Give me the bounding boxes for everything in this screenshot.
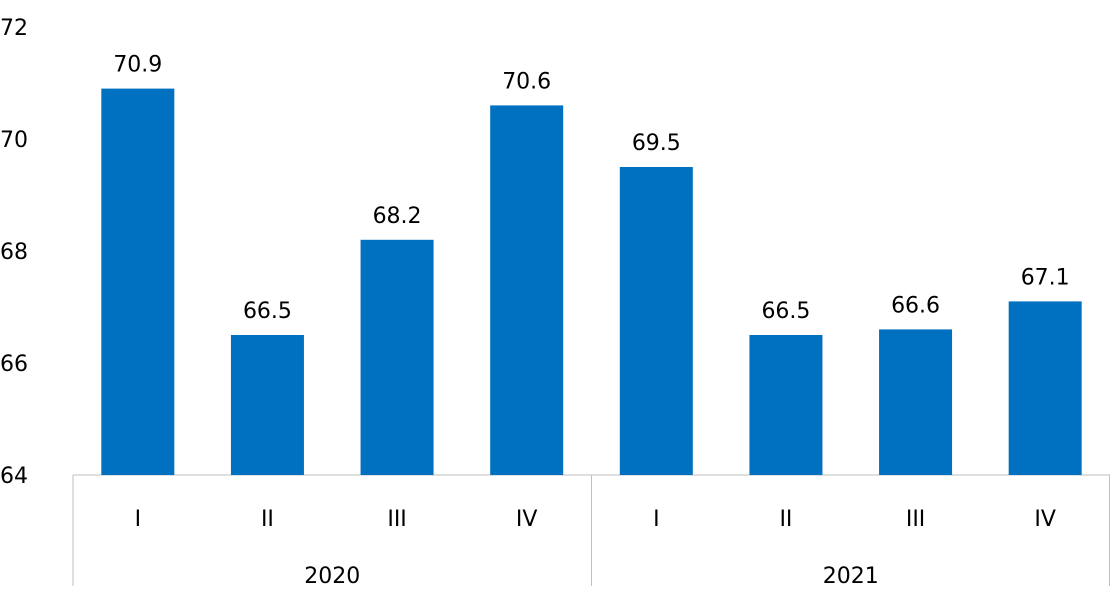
y-tick-label: 64 <box>0 464 28 489</box>
bar <box>360 239 434 475</box>
x-tick-label: IV <box>516 507 538 532</box>
x-group-label: 2021 <box>823 564 879 586</box>
axis-layer: 64 66 68 70 72 <box>0 16 1110 586</box>
x-tick-label: II <box>779 507 792 532</box>
labels-layer: 70.9 I 66.5 II 68.2 III 70.6 IV 69.5 I 66.5 II 66.6 I… <box>113 53 1070 589</box>
x-tick-label: IV <box>1034 507 1056 532</box>
data-label: 70.6 <box>502 69 551 94</box>
data-label: 66.5 <box>243 299 292 324</box>
x-tick-label: I <box>653 507 660 532</box>
bar <box>490 105 564 476</box>
bar <box>230 335 304 475</box>
data-label: 67.1 <box>1021 265 1070 290</box>
data-label: 69.5 <box>632 131 681 156</box>
bar <box>101 88 175 475</box>
bar <box>749 335 823 475</box>
x-tick-label: II <box>261 507 274 532</box>
bar <box>619 167 693 475</box>
bar <box>1008 301 1082 475</box>
y-tick-label: 72 <box>0 16 28 41</box>
data-label: 68.2 <box>373 204 422 229</box>
bar <box>879 329 953 475</box>
y-tick-label: 66 <box>0 352 28 377</box>
x-group-label: 2020 <box>304 564 360 586</box>
x-tick-label: I <box>135 507 142 532</box>
y-tick-label: 70 <box>0 128 28 153</box>
x-tick-label: III <box>387 507 406 532</box>
data-label: 66.6 <box>891 293 940 318</box>
data-label: 70.9 <box>113 53 162 78</box>
x-tick-label: III <box>906 507 925 532</box>
data-label: 66.5 <box>761 299 810 324</box>
y-tick-label: 68 <box>0 240 28 265</box>
bars-layer <box>101 88 1082 476</box>
